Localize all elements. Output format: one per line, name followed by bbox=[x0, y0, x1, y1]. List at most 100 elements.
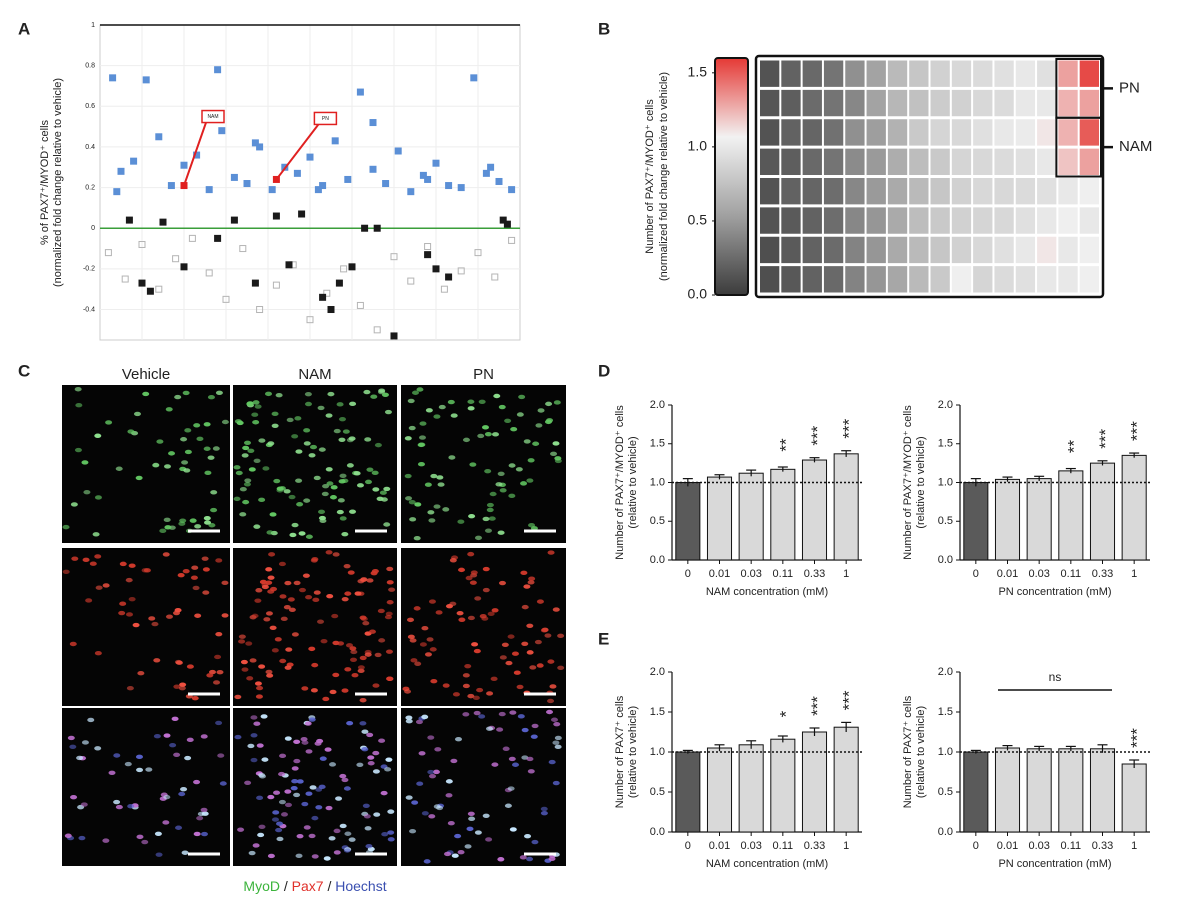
heatmap-cell bbox=[887, 148, 908, 175]
legend-entry: Pax7 bbox=[292, 878, 324, 894]
nucleus bbox=[284, 665, 292, 670]
nucleus bbox=[554, 744, 562, 750]
micrograph bbox=[62, 708, 230, 866]
nucleus bbox=[372, 769, 380, 774]
nucleus bbox=[325, 805, 333, 811]
nucleus bbox=[467, 406, 475, 411]
nucleus bbox=[163, 794, 171, 800]
heatmap-cell bbox=[1037, 60, 1057, 87]
heatmap-cell bbox=[1058, 60, 1078, 87]
point bbox=[319, 293, 327, 301]
callout-line bbox=[275, 123, 320, 181]
highlight-label: PN bbox=[1119, 79, 1140, 96]
nucleus bbox=[102, 838, 110, 843]
nucleus bbox=[155, 852, 163, 857]
nucleus bbox=[373, 812, 381, 817]
nucleus bbox=[467, 811, 475, 816]
nucleus bbox=[341, 531, 349, 537]
heatmap-cell bbox=[930, 236, 950, 264]
x-tick-label: 0.01 bbox=[709, 840, 730, 852]
nucleus bbox=[383, 522, 391, 527]
nucleus bbox=[325, 550, 333, 555]
nucleus bbox=[324, 747, 332, 752]
nucleus bbox=[249, 658, 257, 663]
bar bbox=[801, 459, 828, 561]
nucleus bbox=[323, 856, 331, 861]
nucleus bbox=[202, 590, 210, 595]
nucleus bbox=[258, 497, 266, 503]
nucleus bbox=[482, 587, 490, 593]
colorbar bbox=[714, 57, 749, 296]
nucleus bbox=[515, 467, 523, 472]
nucleus bbox=[305, 749, 313, 754]
panel-label: B bbox=[598, 19, 610, 38]
point bbox=[369, 165, 377, 173]
nucleus bbox=[271, 411, 279, 417]
nucleus bbox=[136, 767, 144, 773]
nucleus bbox=[339, 773, 347, 779]
nucleus bbox=[437, 482, 445, 487]
nucleus bbox=[318, 784, 326, 790]
nucleus bbox=[450, 758, 458, 764]
heatmap-cell bbox=[781, 60, 801, 87]
nucleus bbox=[376, 496, 384, 502]
nucleus bbox=[329, 762, 337, 767]
nucleus bbox=[371, 470, 379, 476]
nucleus bbox=[368, 629, 376, 634]
heatmap-cell bbox=[845, 178, 865, 205]
nucleus bbox=[248, 467, 256, 472]
point bbox=[167, 182, 175, 190]
nucleus bbox=[496, 727, 504, 732]
nucleus bbox=[291, 766, 299, 771]
nucleus bbox=[484, 431, 492, 437]
nucleus bbox=[509, 710, 517, 715]
y-tick-label: 1.0 bbox=[650, 476, 665, 488]
y-axis-label: (relative to vehicle) bbox=[915, 436, 927, 528]
nucleus bbox=[240, 659, 248, 665]
point bbox=[306, 316, 314, 324]
nucleus bbox=[337, 498, 345, 503]
point bbox=[314, 186, 322, 194]
nucleus bbox=[248, 850, 256, 856]
point bbox=[445, 182, 453, 190]
heatmap-cell bbox=[909, 119, 929, 146]
point bbox=[482, 169, 490, 177]
significance: *** bbox=[808, 425, 827, 445]
nucleus bbox=[554, 735, 562, 741]
nucleus bbox=[162, 552, 170, 557]
nucleus bbox=[261, 584, 269, 590]
point bbox=[499, 216, 507, 224]
nucleus bbox=[490, 676, 498, 682]
bar bbox=[1026, 478, 1052, 561]
nucleus bbox=[413, 536, 421, 541]
heatmap-cell bbox=[930, 60, 950, 87]
nucleus bbox=[346, 643, 354, 648]
nucleus bbox=[526, 478, 534, 483]
heatmap-cell bbox=[1079, 119, 1099, 146]
y-axis-label: Number of PAX7⁺/MYOD⁺ cells bbox=[644, 99, 656, 254]
nucleus bbox=[239, 512, 247, 517]
nucleus bbox=[341, 688, 349, 693]
nucleus bbox=[178, 685, 186, 691]
nucleus bbox=[253, 721, 261, 726]
nucleus bbox=[71, 556, 79, 561]
y-tick-label: 1.5 bbox=[650, 706, 665, 718]
nucleus bbox=[499, 488, 507, 493]
nucleus bbox=[426, 637, 434, 642]
nucleus bbox=[219, 781, 227, 786]
nucleus bbox=[81, 460, 89, 465]
y-axis-label: Number of PAX7⁺/MYOD⁺ cells bbox=[614, 405, 626, 560]
nucleus bbox=[552, 780, 560, 786]
nucleus bbox=[477, 433, 485, 439]
point bbox=[306, 153, 314, 161]
callout-label: PN bbox=[322, 116, 329, 122]
nucleus bbox=[258, 438, 266, 443]
nucleus bbox=[445, 779, 453, 784]
nucleus bbox=[536, 663, 544, 668]
nucleus bbox=[421, 714, 429, 720]
heatmap-cell bbox=[781, 89, 801, 117]
nucleus bbox=[286, 417, 294, 423]
nucleus bbox=[210, 490, 218, 495]
nucleus bbox=[194, 524, 202, 529]
nucleus bbox=[174, 394, 182, 400]
